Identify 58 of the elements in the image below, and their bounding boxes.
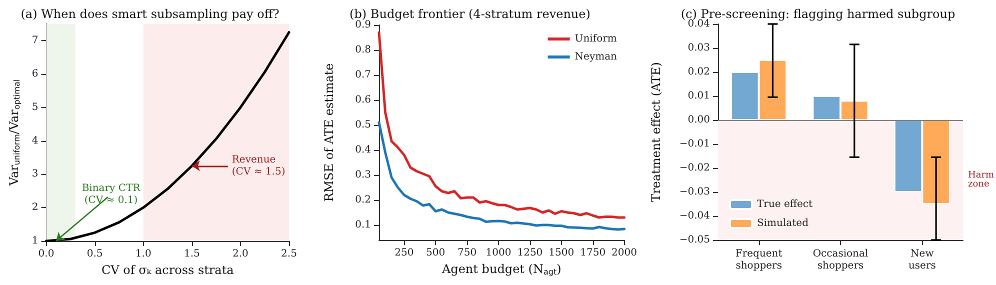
x-tick-label: 2.5 (281, 248, 297, 260)
x-tick-label: Occasional shoppers (812, 248, 868, 272)
y-tick-label: 0.01 (688, 90, 710, 102)
y-axis-title: RMSE of ATE estimate (322, 63, 336, 202)
x-tick-label: 500 (426, 248, 446, 258)
y-tick-label: 0.1 (355, 220, 371, 230)
x-tick-label: 1.5 (184, 248, 200, 260)
legend-label: True effect (757, 199, 813, 210)
legend-label: Uniform (574, 34, 618, 44)
y-tick-label: 3 (32, 168, 38, 180)
y-tick-label: −0.01 (679, 138, 710, 150)
x-tick-label: 1500 (548, 248, 574, 258)
legend-label: Simulated (757, 218, 810, 229)
y-tick-label: 0.2 (355, 194, 371, 206)
line-series (378, 121, 626, 231)
y-tick-label: 0.03 (688, 42, 710, 54)
x-tick-label: 250 (394, 248, 414, 258)
y-tick-label: 1 (32, 236, 38, 246)
y-tick-label: 0.02 (688, 66, 710, 78)
y-tick-label: −0.02 (679, 162, 710, 174)
y-tick-label: 0.4 (355, 144, 371, 156)
y-tick-label: 7 (32, 35, 38, 46)
x-tick-label: 0.5 (86, 248, 103, 260)
y-axis-title: Treatment effect (ATE) (649, 62, 663, 202)
y-tick-label: 0.3 (355, 170, 371, 180)
x-tick-label: 1250 (517, 248, 543, 258)
y-tick-label: 0.5 (355, 120, 371, 130)
x-tick-label: 1000 (486, 248, 512, 258)
band-label: Harm zone (968, 170, 995, 190)
chart-title: (b) Budget frontier (4-stratum revenue) (350, 7, 590, 21)
x-tick-label: 750 (458, 248, 477, 258)
x-axis-title: CV of σₖ across strata (101, 262, 234, 277)
x-tick-label: 2.0 (232, 248, 248, 260)
x-tick-label: 1.0 (135, 248, 152, 260)
y-tick-label: 0.8 (355, 44, 371, 56)
annotation: Binary CTR (CV ≈ 0.1) (82, 182, 141, 206)
legend-label: Neyman (574, 52, 618, 62)
y-tick-label: 6 (32, 68, 38, 80)
y-axis-title: Varuniform/Varoptimal (7, 79, 22, 187)
x-tick-label: New users (908, 248, 936, 272)
y-tick-label: −0.05 (679, 234, 710, 246)
y-tick-label: 0.7 (355, 70, 371, 80)
y-tick-label: −0.03 (679, 186, 710, 198)
x-tick-label: Frequent shoppers (735, 248, 782, 272)
line-series (378, 31, 626, 219)
y-tick-label: 0.9 (355, 20, 371, 30)
chart-title: (a) When does smart subsampling pay off? (20, 7, 280, 21)
x-tick-label: 0.0 (38, 248, 54, 260)
y-tick-label: 4 (32, 135, 38, 146)
x-tick-label: 2000 (612, 248, 637, 258)
y-tick-label: 0.6 (355, 94, 371, 106)
y-tick-label: 2 (32, 202, 38, 214)
y-tick-label: −0.04 (679, 210, 710, 222)
y-tick-label: 0.00 (688, 114, 710, 126)
y-tick-label: 0.04 (688, 18, 710, 30)
y-tick-label: 5 (32, 102, 38, 113)
annotation: Revenue (CV ≈ 1.5) (232, 154, 286, 178)
x-tick-label: 1750 (580, 248, 606, 258)
